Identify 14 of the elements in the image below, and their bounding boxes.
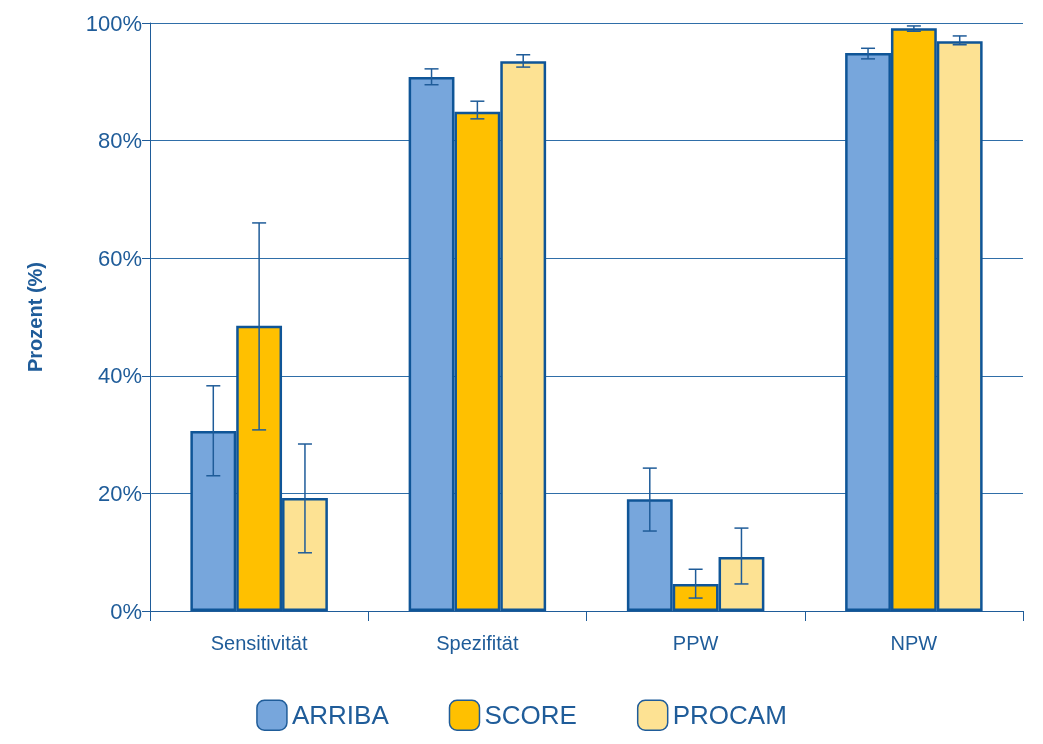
x-tick-label: NPW bbox=[890, 632, 938, 654]
x-tick-label: Sensitivität bbox=[210, 632, 308, 654]
legend-label: ARRIBA bbox=[291, 700, 390, 731]
y-tick-label: 40% bbox=[97, 363, 142, 389]
y-tick-label: 100% bbox=[85, 10, 142, 36]
legend-label: SCORE bbox=[484, 700, 577, 731]
y-axis-title: Prozent (%) bbox=[24, 262, 46, 372]
y-tick-label: 20% bbox=[97, 480, 142, 506]
legend-label: PROCAM bbox=[672, 700, 787, 731]
x-tick-label: Spezifität bbox=[436, 632, 519, 654]
y-tick-label: 80% bbox=[97, 128, 142, 154]
y-tick-label: 0% bbox=[110, 598, 142, 624]
y-tick-label: 60% bbox=[97, 245, 142, 271]
x-tick-label: PPW bbox=[672, 632, 719, 654]
